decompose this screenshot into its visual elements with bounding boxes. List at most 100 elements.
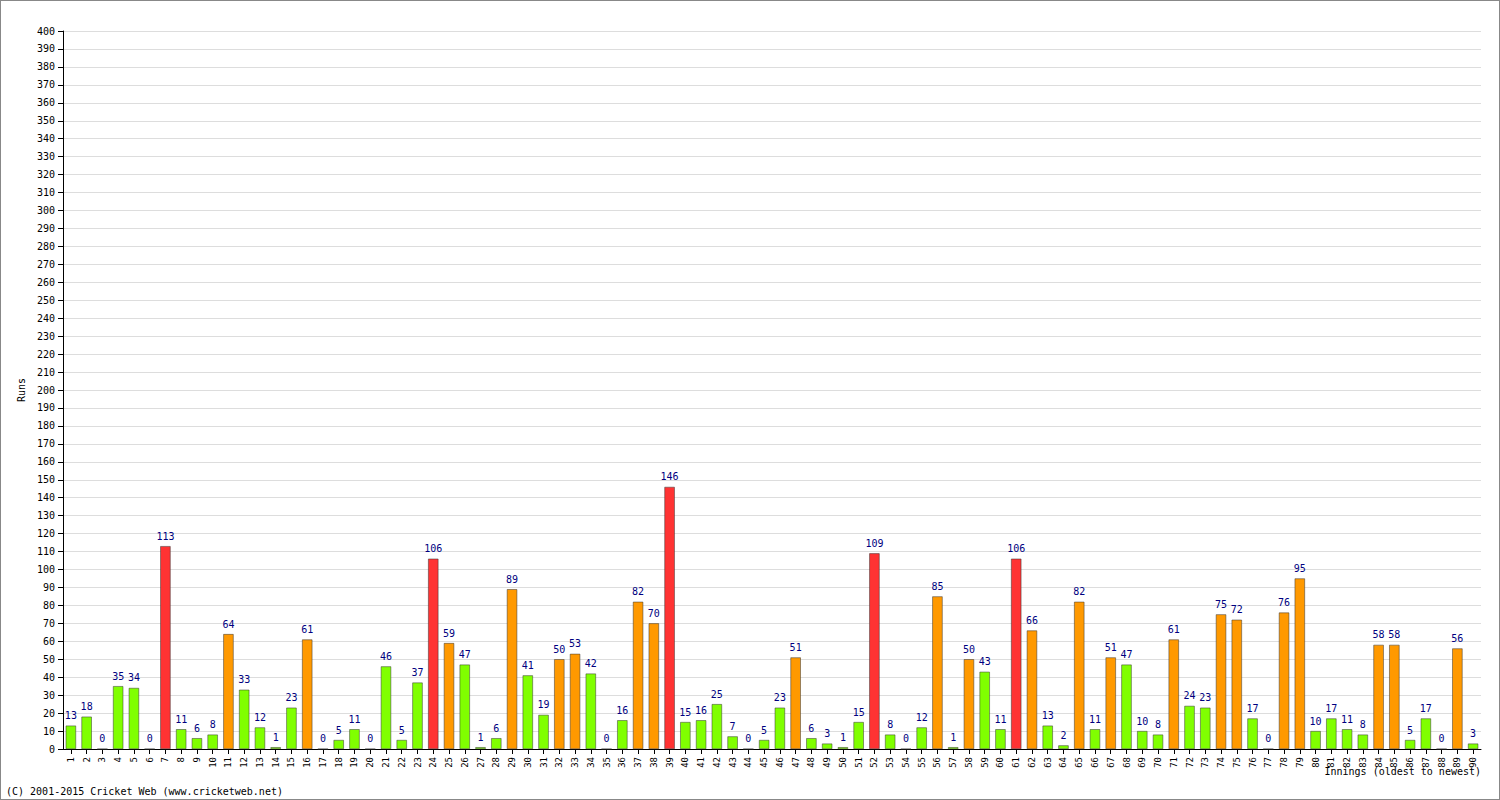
- svg-text:360: 360: [37, 97, 55, 108]
- svg-text:8: 8: [1360, 719, 1366, 730]
- svg-text:69: 69: [1137, 757, 1147, 768]
- svg-text:54: 54: [901, 757, 911, 768]
- svg-text:370: 370: [37, 79, 55, 90]
- svg-text:39: 39: [665, 757, 675, 768]
- svg-text:130: 130: [37, 510, 55, 521]
- svg-text:5: 5: [336, 725, 342, 736]
- svg-text:14: 14: [271, 757, 281, 768]
- svg-text:30: 30: [43, 690, 55, 701]
- svg-text:260: 260: [37, 277, 55, 288]
- svg-text:72: 72: [1185, 757, 1195, 768]
- svg-text:31: 31: [539, 757, 549, 768]
- svg-text:106: 106: [424, 543, 442, 554]
- svg-text:23: 23: [285, 692, 297, 703]
- svg-text:88: 88: [1437, 757, 1447, 768]
- svg-text:89: 89: [506, 574, 518, 585]
- svg-text:10: 10: [1136, 716, 1148, 727]
- svg-text:5: 5: [1407, 725, 1413, 736]
- svg-text:46: 46: [380, 651, 392, 662]
- svg-text:58: 58: [1373, 629, 1385, 640]
- svg-text:84: 84: [1374, 757, 1384, 768]
- svg-text:76: 76: [1248, 757, 1258, 768]
- svg-text:45: 45: [759, 757, 769, 768]
- svg-text:5: 5: [399, 725, 405, 736]
- svg-text:380: 380: [37, 61, 55, 72]
- svg-text:8: 8: [1155, 719, 1161, 730]
- svg-text:250: 250: [37, 295, 55, 306]
- svg-text:35: 35: [112, 671, 124, 682]
- svg-text:66: 66: [1026, 615, 1038, 626]
- svg-text:60: 60: [995, 757, 1005, 768]
- svg-text:24: 24: [428, 757, 438, 768]
- svg-text:10: 10: [43, 726, 55, 737]
- svg-text:41: 41: [522, 660, 534, 671]
- svg-text:9: 9: [192, 757, 202, 762]
- svg-text:140: 140: [37, 492, 55, 503]
- svg-text:79: 79: [1295, 757, 1305, 768]
- svg-text:58: 58: [1388, 629, 1400, 640]
- svg-text:46: 46: [775, 757, 785, 768]
- svg-text:20: 20: [43, 708, 55, 719]
- svg-text:70: 70: [1153, 757, 1163, 768]
- svg-text:61: 61: [1168, 624, 1180, 635]
- svg-text:12: 12: [254, 712, 266, 723]
- svg-text:25: 25: [711, 689, 723, 700]
- svg-text:81: 81: [1326, 757, 1336, 768]
- svg-text:160: 160: [37, 456, 55, 467]
- svg-text:82: 82: [632, 586, 644, 597]
- svg-text:220: 220: [37, 349, 55, 360]
- svg-text:30: 30: [523, 757, 533, 768]
- svg-text:240: 240: [37, 313, 55, 324]
- svg-text:11: 11: [1341, 714, 1353, 725]
- svg-text:6: 6: [145, 757, 155, 762]
- svg-text:1: 1: [950, 732, 956, 743]
- svg-text:13: 13: [255, 757, 265, 768]
- svg-text:17: 17: [1247, 703, 1259, 714]
- svg-text:34: 34: [586, 757, 596, 768]
- svg-text:82: 82: [1342, 757, 1352, 768]
- svg-text:0: 0: [1439, 733, 1445, 744]
- svg-text:11: 11: [994, 714, 1006, 725]
- svg-text:16: 16: [302, 757, 312, 768]
- svg-text:170: 170: [37, 438, 55, 449]
- svg-text:58: 58: [964, 757, 974, 768]
- svg-text:86: 86: [1405, 757, 1415, 768]
- svg-text:64: 64: [222, 619, 234, 630]
- svg-text:Runs: Runs: [16, 378, 27, 402]
- svg-text:26: 26: [460, 757, 470, 768]
- svg-text:4: 4: [113, 757, 123, 762]
- svg-text:0: 0: [367, 733, 373, 744]
- svg-text:53: 53: [569, 638, 581, 649]
- svg-text:50: 50: [43, 654, 55, 665]
- svg-text:1: 1: [273, 732, 279, 743]
- svg-text:320: 320: [37, 169, 55, 180]
- svg-text:57: 57: [948, 757, 958, 768]
- svg-text:71: 71: [1169, 757, 1179, 768]
- svg-text:56: 56: [1451, 633, 1463, 644]
- svg-text:67: 67: [1106, 757, 1116, 768]
- svg-text:80: 80: [43, 600, 55, 611]
- svg-text:43: 43: [728, 757, 738, 768]
- svg-text:41: 41: [696, 757, 706, 768]
- svg-text:15: 15: [286, 757, 296, 768]
- svg-text:16: 16: [616, 705, 628, 716]
- svg-text:10: 10: [208, 757, 218, 768]
- svg-text:15: 15: [679, 707, 691, 718]
- svg-text:63: 63: [1043, 757, 1053, 768]
- svg-text:113: 113: [156, 531, 174, 542]
- svg-text:340: 340: [37, 133, 55, 144]
- svg-text:33: 33: [570, 757, 580, 768]
- svg-text:20: 20: [365, 757, 375, 768]
- svg-text:78: 78: [1279, 757, 1289, 768]
- svg-text:17: 17: [1420, 703, 1432, 714]
- svg-text:(C) 2001-2015 Cricket Web (www: (C) 2001-2015 Cricket Web (www.cricketwe…: [6, 786, 283, 797]
- svg-text:330: 330: [37, 151, 55, 162]
- svg-text:51: 51: [790, 642, 802, 653]
- svg-text:75: 75: [1215, 599, 1227, 610]
- svg-text:8: 8: [176, 757, 186, 762]
- svg-text:50: 50: [553, 644, 565, 655]
- svg-text:120: 120: [37, 528, 55, 539]
- svg-text:37: 37: [411, 667, 423, 678]
- svg-text:73: 73: [1200, 757, 1210, 768]
- svg-text:23: 23: [413, 757, 423, 768]
